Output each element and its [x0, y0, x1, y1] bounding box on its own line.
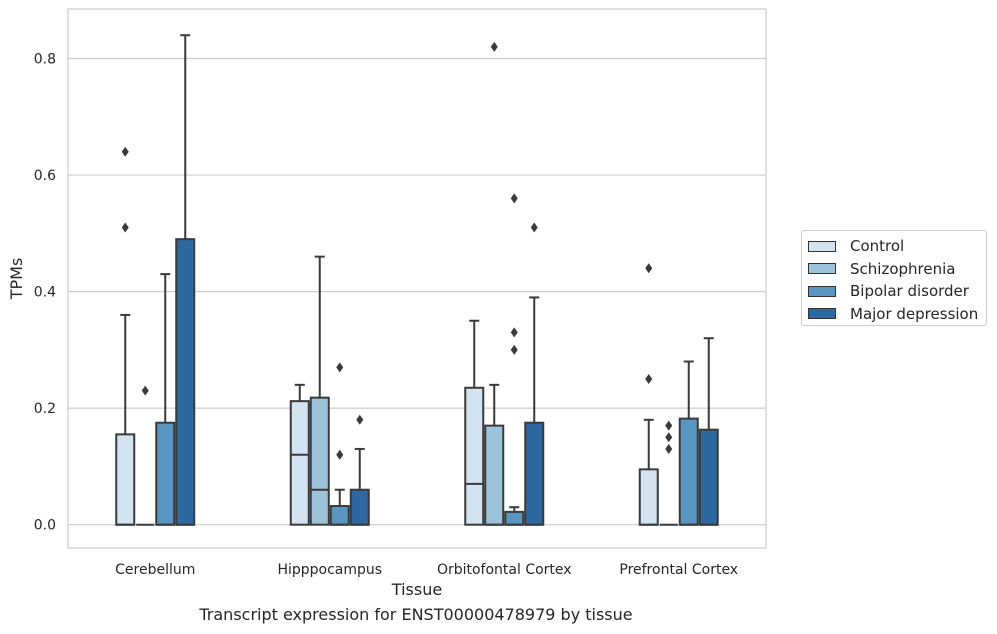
- box-series: [115, 34, 719, 526]
- x-axis-label: Tissue: [391, 580, 442, 599]
- box-rect: [289, 400, 310, 526]
- box-rect: [678, 417, 699, 526]
- outlier-point: [530, 222, 538, 233]
- y-tick-label: 0.6: [34, 168, 56, 184]
- box-3-3: [698, 337, 719, 526]
- outlier-point: [121, 222, 129, 233]
- x-tick-label: Cerebellum: [115, 562, 195, 578]
- box-2-3: [678, 360, 699, 526]
- box-rect: [638, 468, 659, 526]
- outlier-point: [141, 385, 149, 396]
- legend-swatch: [808, 263, 836, 275]
- outlier-point: [336, 449, 344, 460]
- box-rect: [155, 421, 176, 526]
- x-tick-label: Prefrontal Cortex: [619, 562, 738, 578]
- y-tick-label: 0.8: [34, 52, 56, 68]
- legend-label: Schizophrenia: [850, 259, 956, 278]
- y-tick-label: 0.0: [34, 518, 56, 534]
- legend-item: Bipolar disorder: [808, 280, 986, 303]
- box-0-3: [638, 263, 659, 526]
- outlier-point: [510, 327, 518, 338]
- box-rect: [175, 238, 196, 526]
- outlier-point: [121, 146, 129, 157]
- y-tick-label: 0.2: [34, 401, 56, 417]
- outlier-point: [645, 263, 653, 274]
- legend-item: Schizophrenia: [808, 258, 986, 281]
- box-0-2: [464, 319, 485, 526]
- legend-swatch: [808, 285, 836, 297]
- box-rect: [115, 433, 136, 526]
- legend-label: Major depression: [850, 304, 979, 323]
- box-2-0: [155, 273, 176, 526]
- box-1-0: [136, 385, 155, 526]
- box-3-2: [524, 222, 545, 526]
- outlier-point: [336, 362, 344, 373]
- figure-caption: Transcript expression for ENST0000047897…: [199, 605, 633, 624]
- legend-label: Control: [850, 237, 905, 256]
- y-tick-label: 0.4: [34, 285, 56, 301]
- plot-frame: [67, 8, 767, 549]
- box-2-1: [329, 362, 350, 526]
- legend-label: Bipolar disorder: [850, 282, 969, 301]
- outlier-point: [510, 193, 518, 204]
- outlier-point: [665, 443, 673, 454]
- outlier-point: [665, 420, 673, 431]
- box-0-0: [115, 146, 136, 526]
- box-plot-chart: 0.0 0.2 0.4 0.6 0.8 Cerebellum Hipppocampus Or…: [7, 8, 767, 599]
- x-axis-ticks: Cerebellum Hipppocampus Orbitofontal Corte…: [115, 562, 738, 578]
- legend-item: Major depression: [808, 303, 986, 326]
- y-axis-label: TPMs: [7, 258, 26, 301]
- box-rect: [484, 424, 505, 526]
- outlier-point: [490, 41, 498, 52]
- box-rect: [349, 488, 370, 526]
- box-rect: [698, 428, 719, 526]
- legend-item: Control: [808, 235, 986, 258]
- x-tick-label: Orbitofontal Cortex: [437, 562, 572, 578]
- box-rect: [504, 510, 525, 526]
- box-rect: [524, 421, 545, 526]
- legend-swatch: [808, 308, 836, 320]
- box-0-1: [289, 383, 310, 526]
- legend: Control Schizophrenia Bipolar disorder Majo…: [801, 230, 987, 326]
- box-1-1: [309, 255, 330, 526]
- box-3-1: [349, 414, 370, 526]
- box-1-3: [659, 420, 678, 526]
- outlier-point: [665, 432, 673, 443]
- box-rect: [309, 396, 330, 526]
- y-axis-ticks: 0.0 0.2 0.4 0.6 0.8: [34, 52, 56, 534]
- box-rect: [329, 505, 350, 526]
- box-rect: [464, 386, 485, 526]
- x-tick-label: Hipppocampus: [277, 562, 382, 578]
- outlier-point: [356, 414, 364, 425]
- outlier-point: [645, 374, 653, 385]
- box-3-0: [175, 34, 196, 526]
- box-1-2: [484, 41, 505, 526]
- legend-swatch: [808, 240, 836, 252]
- box-2-2: [504, 193, 525, 526]
- outlier-point: [510, 344, 518, 355]
